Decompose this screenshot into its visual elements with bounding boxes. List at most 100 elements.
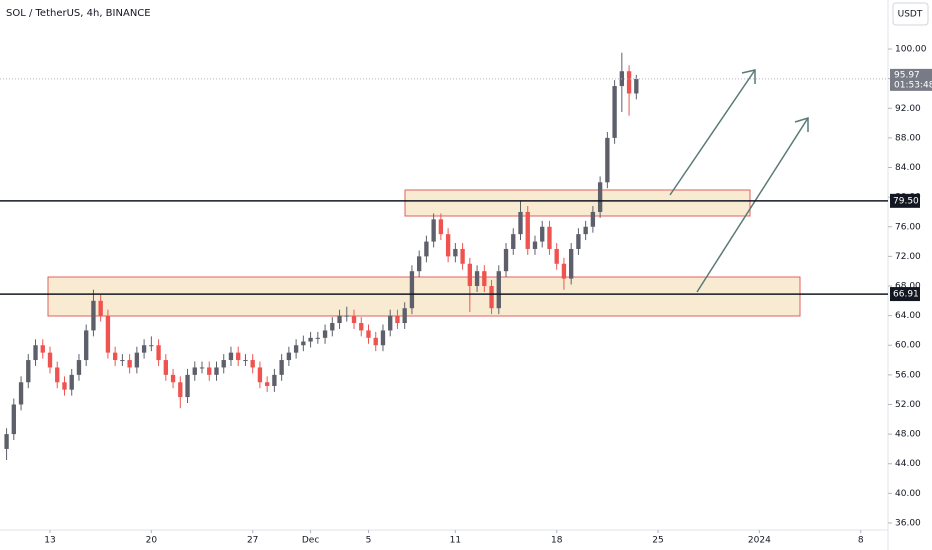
- y-tick-label: 60.00: [895, 341, 921, 351]
- candle-body: [207, 367, 212, 375]
- price-label-box: [890, 68, 932, 91]
- candle-body: [301, 341, 306, 346]
- candle-body: [597, 182, 603, 212]
- candle-body: [40, 345, 45, 353]
- candle-body: [366, 330, 371, 338]
- x-tick-label: 11: [450, 536, 461, 546]
- candle-body: [359, 323, 364, 331]
- candle-body: [199, 367, 205, 369]
- candle-body: [272, 374, 277, 386]
- arrow-head: [741, 69, 756, 84]
- candle-body: [221, 360, 226, 368]
- candle-body: [134, 352, 140, 368]
- y-tick-label: 88.00: [895, 133, 921, 143]
- candle-body: [474, 271, 480, 286]
- candle-body: [395, 315, 400, 324]
- x-tick-label: Dec: [302, 536, 319, 546]
- arrow: [669, 69, 756, 196]
- candle-body: [26, 360, 31, 383]
- y-tick-label: 100.00: [895, 45, 927, 55]
- price-label: 95.97: [894, 70, 920, 80]
- candle-body: [612, 86, 617, 138]
- y-tick-label: 92.00: [895, 104, 921, 114]
- candle-body: [264, 382, 270, 386]
- y-tick-label: 44.00: [895, 459, 921, 469]
- candle-body: [388, 315, 393, 331]
- x-tick-label: 8: [858, 536, 864, 546]
- candle-body: [576, 234, 581, 249]
- countdown-label: 01:53:48: [894, 80, 932, 90]
- candle-body: [47, 352, 53, 368]
- candle-body: [76, 360, 82, 375]
- level-label-box: [890, 193, 920, 208]
- x-tick-label: 2024: [748, 536, 771, 546]
- x-tick-label: 27: [247, 536, 258, 546]
- candle-body: [192, 367, 197, 375]
- y-tick-label: 52.00: [895, 400, 921, 410]
- candle-body: [322, 330, 328, 338]
- candle-body: [482, 271, 487, 286]
- level-label-box: [890, 287, 920, 302]
- candle-body: [236, 352, 241, 361]
- candle-body: [634, 78, 639, 94]
- candle-body: [503, 248, 509, 272]
- zone-rectangle: [404, 189, 751, 217]
- candle-body: [4, 434, 9, 449]
- candle-body: [11, 404, 16, 435]
- candle-body: [98, 300, 103, 316]
- candle-body: [554, 248, 559, 264]
- candle-body: [409, 271, 415, 309]
- zone-rectangle: [47, 276, 801, 317]
- candle-body: [69, 374, 74, 390]
- candle-body: [308, 337, 313, 342]
- candle-body: [112, 352, 118, 361]
- candle-body: [141, 345, 147, 353]
- candle-body: [605, 137, 610, 183]
- x-tick-label: 5: [366, 536, 372, 546]
- y-tick-label: 76.00: [895, 222, 921, 232]
- y-tick-label: 56.00: [895, 370, 921, 380]
- candle-body: [511, 234, 516, 249]
- candle-body: [402, 308, 407, 324]
- candle-body: [105, 315, 111, 353]
- candle-body: [33, 345, 38, 361]
- candle-body: [373, 337, 378, 346]
- x-tick-label: 18: [551, 536, 563, 546]
- candle-body: [561, 263, 567, 279]
- candle-body: [431, 219, 436, 242]
- y-tick-label: 72.00: [895, 252, 921, 262]
- candle-body: [62, 382, 67, 390]
- candle-body: [163, 360, 168, 375]
- candle-body: [453, 248, 458, 257]
- candle-body: [156, 345, 161, 361]
- arrow: [696, 117, 809, 293]
- y-tick-label: 84.00: [895, 163, 921, 173]
- candle-body: [351, 315, 357, 324]
- candle-body: [583, 226, 588, 235]
- candle-body: [214, 367, 219, 375]
- candle-body: [344, 315, 349, 317]
- candle-body: [569, 248, 574, 279]
- candle-body: [293, 345, 299, 353]
- candle-body: [525, 211, 530, 249]
- candle-body: [547, 226, 552, 249]
- currency-box[interactable]: [892, 2, 929, 26]
- candle-body: [330, 323, 335, 331]
- candle-body: [257, 367, 263, 383]
- candle-body: [590, 211, 596, 227]
- candle-body: [315, 337, 320, 339]
- candle-body: [120, 360, 125, 362]
- candle-body: [18, 382, 24, 405]
- currency-label: USDT: [898, 10, 923, 20]
- candle-body: [228, 352, 234, 361]
- candle-body: [185, 374, 190, 398]
- candle-body: [496, 271, 501, 309]
- candle-body: [337, 315, 342, 324]
- y-tick-label: 40.00: [895, 489, 921, 499]
- x-tick-label: 25: [652, 536, 663, 546]
- candle-body: [149, 345, 154, 347]
- candle-body: [178, 382, 183, 398]
- y-tick-label: 48.00: [895, 430, 921, 440]
